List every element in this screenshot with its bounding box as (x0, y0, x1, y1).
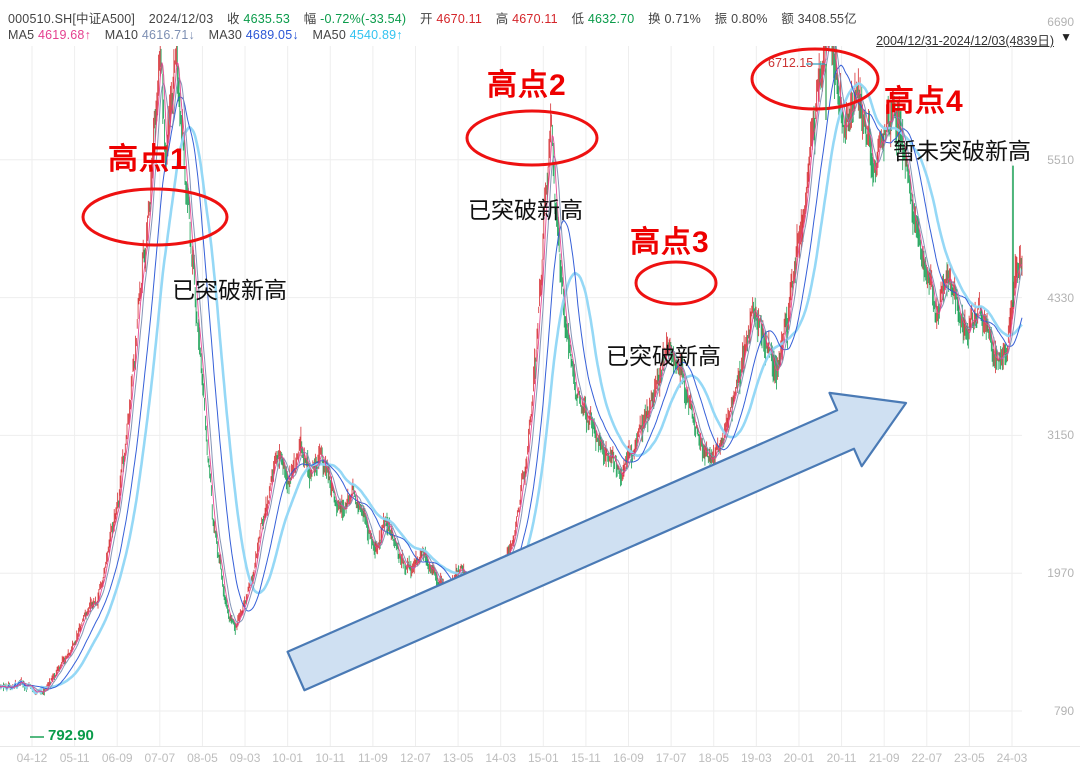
x-axis-tick: 20-11 (826, 751, 857, 765)
high-label: 高 (495, 12, 509, 26)
low-value: 4632.70 (587, 12, 635, 26)
uptrend-arrow (286, 391, 908, 692)
open-label: 开 (419, 12, 433, 26)
x-axis-tick: 16-09 (613, 751, 644, 765)
x-axis-tick: 09-03 (229, 751, 261, 765)
ma5-label: MA5 (8, 28, 35, 42)
quote-date: 2024/12/03 (148, 12, 214, 26)
x-axis-tick: 15-01 (527, 751, 559, 765)
y-axis-tick: 4330 (1047, 290, 1074, 305)
ma10-label: MA10 (104, 28, 139, 42)
quote-line-1: 000510.SH[中证A500] 2024/12/03 收 4635.53 幅… (8, 8, 857, 27)
amount-value: 3408.55亿 (797, 12, 857, 26)
x-axis-tick: 07-07 (144, 751, 176, 765)
chevron-down-icon[interactable]: ▼ (1060, 30, 1072, 44)
high-point-note-3: 已突破新高 (606, 343, 721, 369)
highlight-ellipse-2 (465, 109, 599, 167)
x-axis-tick: 20-01 (783, 751, 815, 765)
highlight-ellipse-3 (634, 260, 718, 306)
high-point-label-2: 高点2 (487, 69, 567, 102)
x-axis-tick: 24-03 (996, 751, 1028, 765)
turnover-value: 0.71% (664, 12, 701, 26)
high-point-label-3: 高点3 (630, 226, 710, 259)
low-value-label: 792.90 (48, 727, 94, 744)
x-axis-tick: 22-07 (911, 751, 943, 765)
ma50-value: 4540.89↑ (349, 28, 403, 42)
highlight-ellipse-1 (81, 187, 229, 247)
close-value: 4635.53 (243, 12, 291, 26)
date-range-selector[interactable]: 2004/12/31-2024/12/03(4839日) (876, 34, 1054, 48)
low-label: 低 (571, 12, 585, 26)
ma30-label: MA30 (208, 28, 243, 42)
x-axis-tick: 11-09 (357, 751, 388, 765)
change-label: 幅 (303, 12, 317, 26)
high-point-label-4: 高点4 (884, 85, 964, 118)
x-axis-tick: 10-11 (315, 751, 346, 765)
ma5-line (0, 46, 1023, 693)
x-axis: 04-12 05-11 06-09 07-07 08-05 09-03 10-01 10-11… (0, 746, 1080, 775)
y-axis-tick: 5510 (1047, 152, 1074, 167)
close-label: 收 (227, 12, 240, 26)
quote-line-2-ma: MA5 4619.68↑ MA10 4616.71↓ MA30 4689.05↓… (8, 28, 403, 42)
peak-value-label: 6712.15 (768, 56, 814, 70)
x-axis-tick: 19-03 (740, 751, 772, 765)
price-chart[interactable]: 6690 5510 4330 3150 1970 790 高点1 已突破新高 高点2 已突破新高… (0, 15, 1080, 746)
amplitude-value: 0.80% (731, 12, 768, 26)
amount-label: 额 (781, 12, 794, 26)
ma50-label: MA50 (312, 28, 346, 42)
annotation-shapes (30, 47, 880, 738)
y-axis-tick: 790 (1053, 704, 1074, 718)
amplitude-label: 振 (714, 12, 728, 26)
x-axis-tick: 15-11 (571, 751, 601, 765)
high-value: 4670.11 (512, 12, 558, 26)
open-value: 4670.11 (436, 12, 483, 26)
change-value: -0.72%(-33.54) (320, 12, 407, 26)
highlight-ellipse-4 (750, 47, 880, 111)
chart-canvas (0, 46, 1023, 746)
ma10-value: 4616.71↓ (141, 28, 195, 42)
y-axis-tick: 3150 (1047, 428, 1074, 443)
y-axis-tick: 6690 (1047, 15, 1074, 29)
x-axis-tick: 17-07 (655, 751, 687, 765)
x-axis-tick: 08-05 (187, 751, 218, 765)
x-axis-tick: 10-01 (272, 751, 303, 765)
x-axis-tick: 14-03 (485, 751, 517, 765)
high-point-note-1: 已突破新高 (172, 277, 287, 303)
turnover-label: 换 (648, 12, 661, 26)
high-point-label-1: 高点1 (108, 143, 188, 176)
x-axis-tick: 12-07 (400, 751, 431, 765)
symbol-label[interactable]: 000510.SH[中证A500] (8, 12, 136, 26)
high-point-note-4: 暂未突破新高 (893, 138, 1031, 164)
high-point-note-2: 已突破新高 (468, 197, 583, 223)
x-axis-tick: 06-09 (101, 751, 133, 765)
x-axis-tick: 21-09 (868, 751, 900, 765)
ma5-value: 4619.68↑ (38, 28, 92, 42)
x-axis-tick: 04-12 (16, 751, 48, 765)
quote-header: 000510.SH[中证A500] 2024/12/03 收 4635.53 幅… (0, 0, 1080, 48)
x-axis-tick: 05-11 (59, 751, 90, 765)
ma30-value: 4689.05↓ (245, 28, 299, 42)
x-axis-tick: 13-05 (442, 751, 474, 765)
x-axis-tick: 23-05 (954, 751, 985, 765)
x-axis-tick: 18-05 (698, 751, 730, 765)
y-axis-tick: 1970 (1047, 566, 1074, 581)
